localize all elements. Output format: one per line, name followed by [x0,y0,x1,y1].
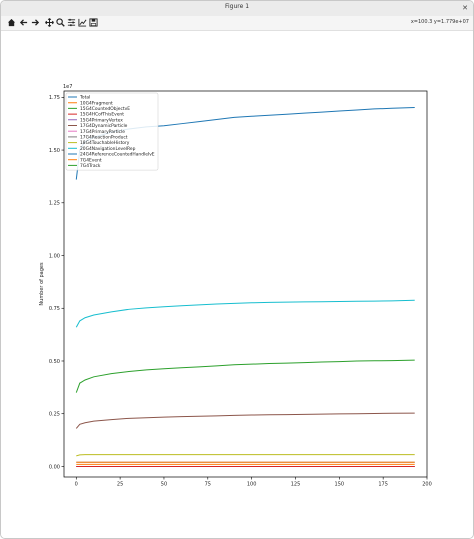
legend-label: Total [79,95,90,101]
y-tick-label: 1.75 [49,95,60,101]
x-tick-label: 75 [205,482,211,488]
legend-label: 10G4Fragment [80,100,113,106]
pan-icon [45,18,54,27]
legend-label: 17G4PrimaryParticle [80,129,125,135]
y-tick-label: 1.00 [49,253,60,259]
x-tick-label: 25 [117,482,123,488]
figure-canvas[interactable]: 0 25 50 75 100 125 150 175 200 0.00 0.25 0.50 0.75 1.… [1,31,473,538]
legend-label: 17G4DynamicParticle [80,123,128,129]
series-line-15g4countedobjectve [75,359,415,393]
close-button[interactable]: ✕ [462,4,468,12]
back-icon [19,19,28,26]
series-line-17g4dynamicparticle [75,412,415,429]
line-chart: 0 25 50 75 100 125 150 175 200 0.00 0.25 0.50 0.75 1.… [39,84,432,488]
ticks-layer: 0 25 50 75 100 125 150 175 200 0.00 0.25 0.50 0.75 1.… [49,95,432,487]
y-tick-label: 1.50 [49,148,60,154]
save-icon [89,18,98,27]
x-tick-label: 50 [161,482,167,488]
legend: Total10G4Fragment15G4CountedObjectvE15G4… [65,92,159,171]
x-tick-label: 0 [75,482,78,488]
home-button[interactable] [6,17,17,28]
legend-label: 15G4CountedObjectvE [80,106,130,112]
back-button[interactable] [18,17,29,28]
home-icon [7,18,16,27]
window-title: Figure 1 [224,3,250,10]
forward-button[interactable] [30,17,41,28]
save-button[interactable] [88,17,99,28]
y-tick-label: 0.00 [49,464,60,470]
cursor-coordinates: x=100.3 y=1.779e+07 [410,19,469,25]
zoom-icon [56,18,65,27]
legend-label: 20G4NavigationLevelRep [80,146,136,152]
y-axis-label: Number of pages [39,262,45,306]
pan-button[interactable] [44,17,55,28]
y-tick-label: 0.25 [49,412,60,418]
legend-label: 7G4Track [80,163,101,169]
legend-label: 18G4TouchableHistory [80,140,130,146]
y-tick-label: 0.75 [49,306,60,312]
edit-axis-button[interactable] [77,17,88,28]
series-line-18g4touchablehistory [76,454,415,457]
configure-subplots-button[interactable] [66,17,77,28]
legend-label: 17G4ReactionProduct [80,135,128,141]
configure-subplots-icon [67,18,76,27]
axes-frame [63,90,428,478]
x-tick-label: 100 [247,482,257,488]
navigation-toolbar: x=100.3 y=1.779e+07 [1,16,473,31]
edit-axis-icon [78,18,87,27]
y-tick-label: 1.25 [49,201,60,207]
y-tick-label: 0.50 [49,359,60,365]
title-bar[interactable]: Figure 1 ✕ [1,1,473,17]
legend-label: 7G4Event [80,157,102,163]
y-offset-label: 1e7 [63,84,72,90]
x-tick-label: 175 [378,482,388,488]
legend-label: 15G4PrimaryVertex [80,117,123,123]
x-tick-label: 150 [335,482,345,488]
x-tick-label: 125 [291,482,301,488]
forward-icon [31,19,40,26]
legend-box [65,92,159,171]
legend-label: 24G4ReferenceCountedHandleIvE [80,152,155,158]
legend-label: 15G4HCofThisEvent [80,112,124,118]
x-tick-label: 200 [422,482,432,488]
series-line-20g4navigationlevelrep [75,299,415,328]
zoom-button[interactable] [55,17,66,28]
